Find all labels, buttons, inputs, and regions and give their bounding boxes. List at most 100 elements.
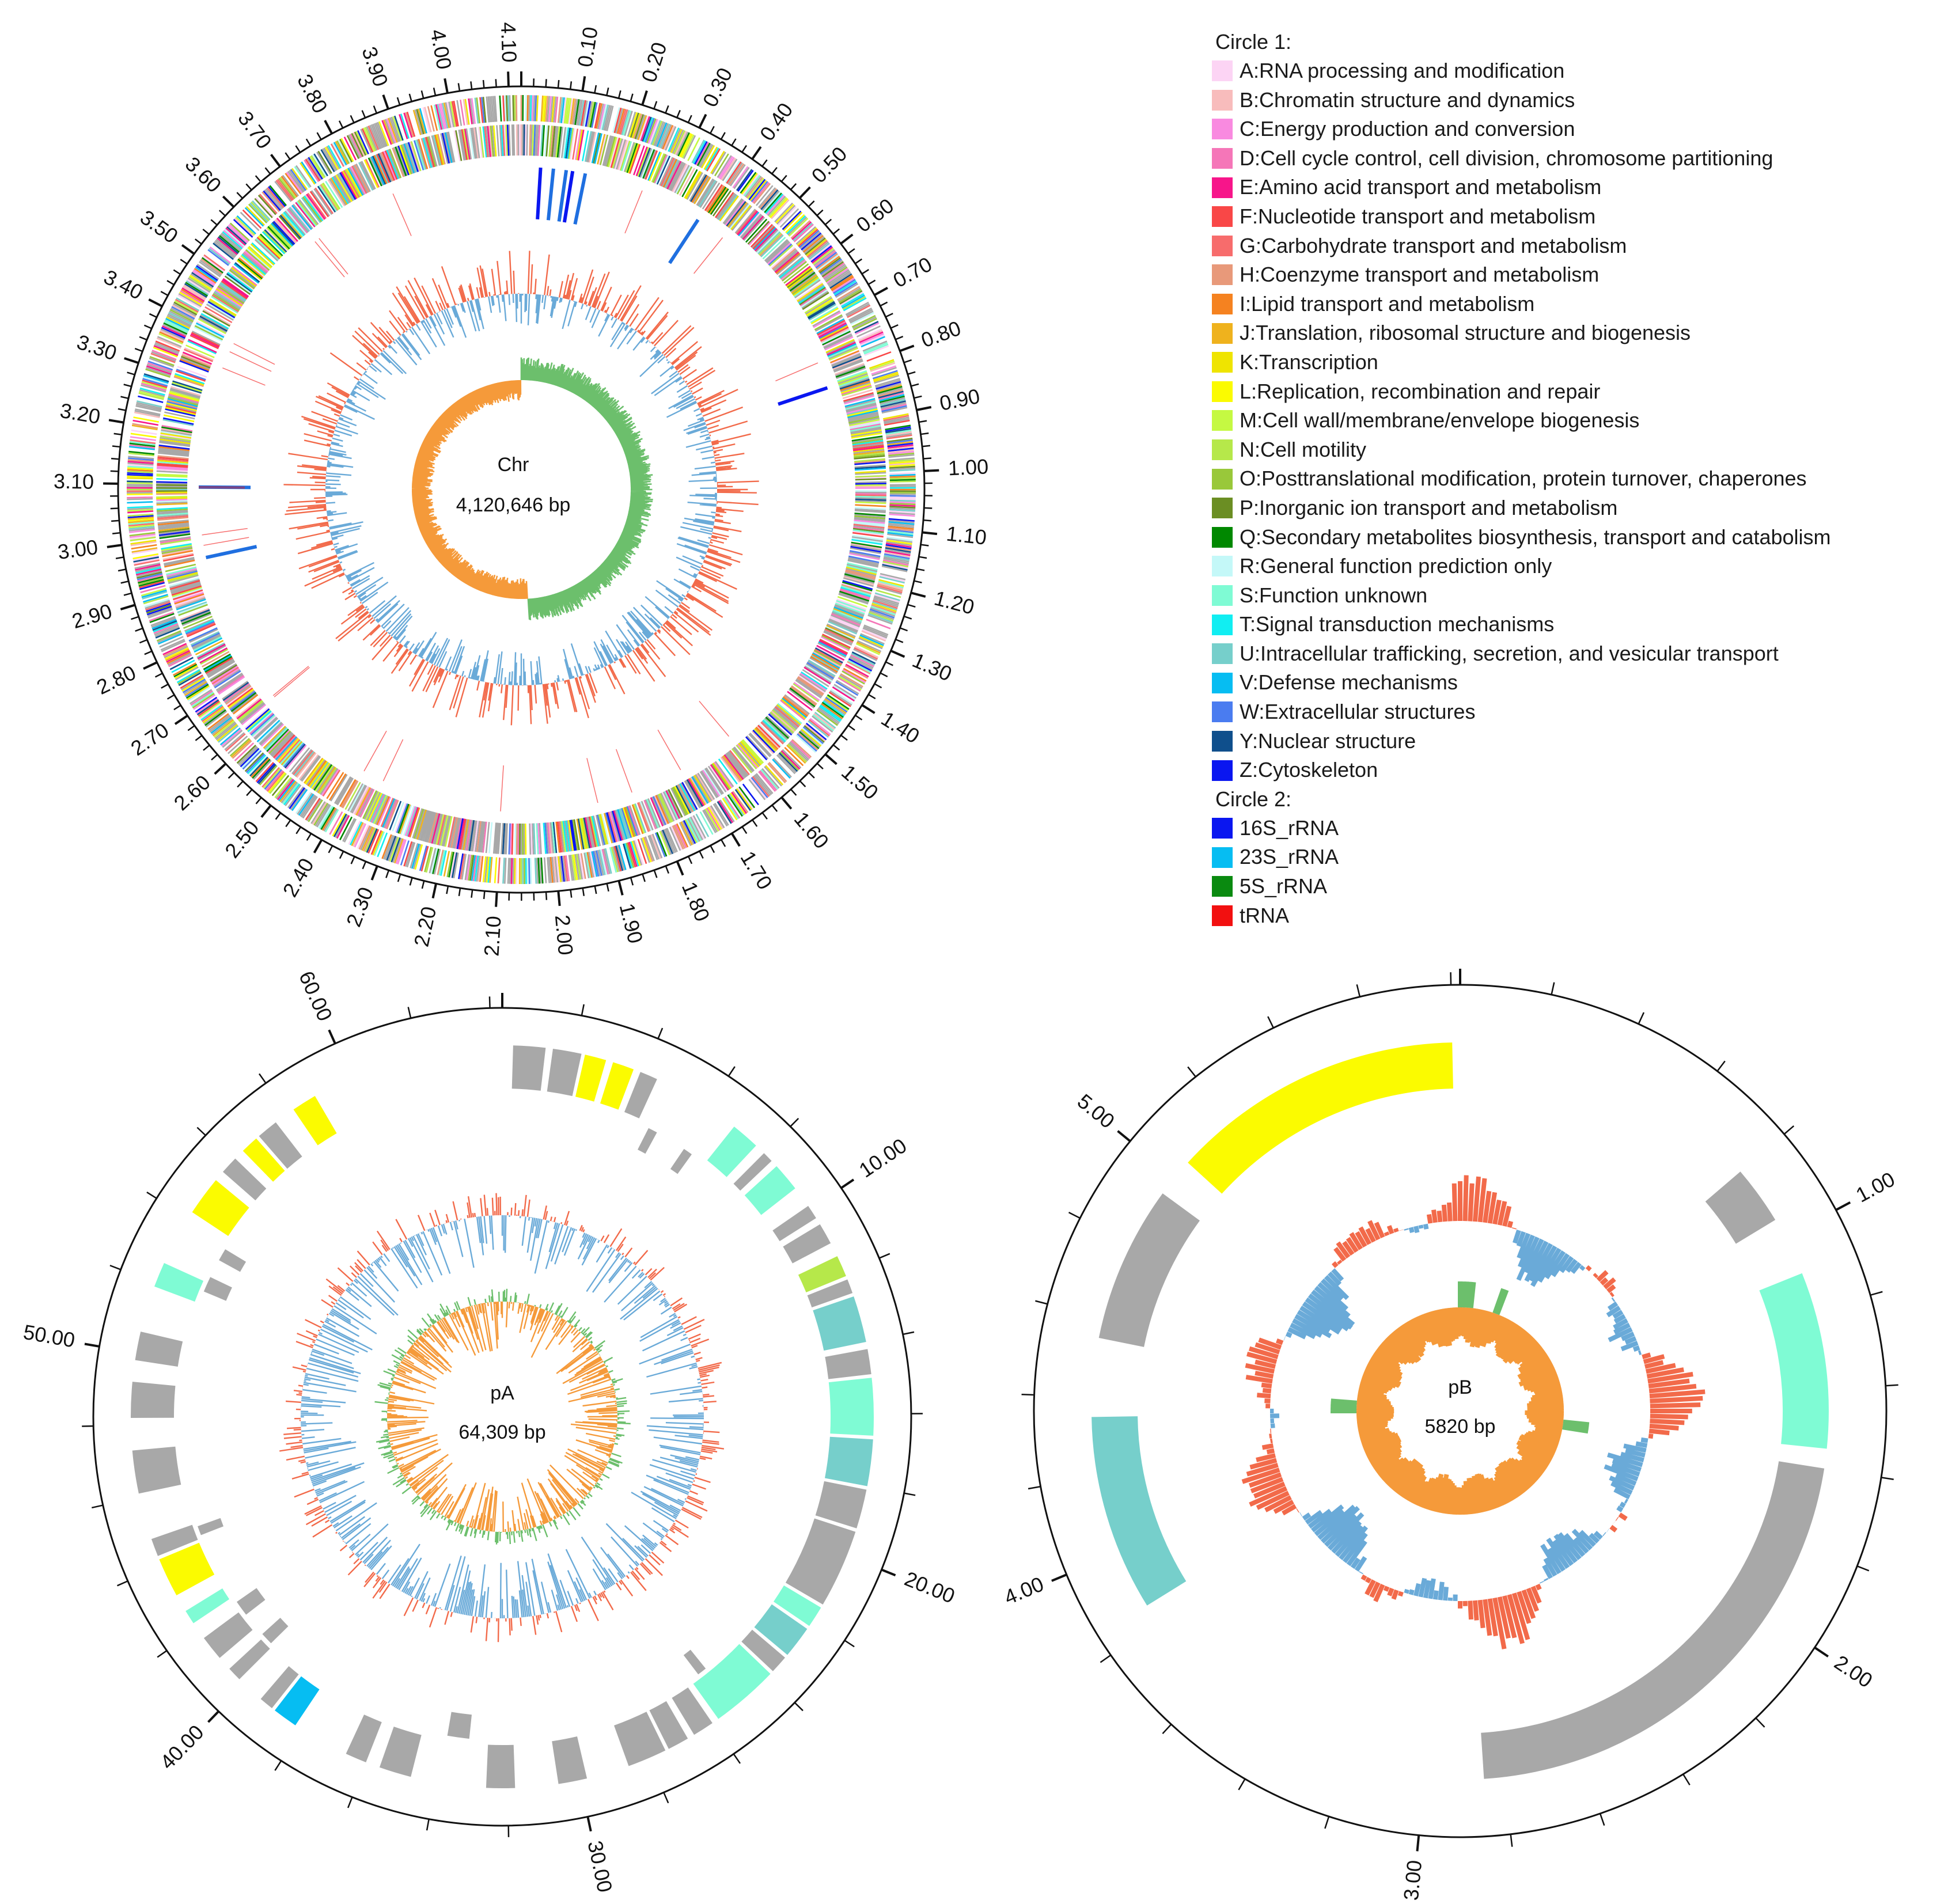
chr-scale-tick [457,83,461,92]
legend-cog-item: R:General function prediction only [1212,552,1938,581]
legend-cog-label: C:Energy production and conversion [1240,117,1575,141]
pb-scale-tick [1035,1300,1048,1305]
chr-scale-tick-label: 1.20 [932,586,977,619]
chr-scale-outer-ring [117,85,926,894]
pa-scale-tick [903,1331,915,1336]
chr-scale-tick-label: 2.40 [278,854,318,901]
chr-trna-marker [202,528,248,536]
pa-gene-forward [130,1382,176,1418]
chr-scale-tick [328,845,333,854]
chr-scale-tick-label: 0.40 [755,98,798,145]
chr-scale-tick [144,650,153,655]
chr-trna-marker [314,241,345,278]
chr-scale-tick-label: 1.90 [615,901,648,946]
chr-scale-tick [139,639,147,644]
chr-scale-tick [149,313,157,318]
chr-scale-tick [148,298,163,308]
chr-scale-tick [907,604,916,608]
legend-cog-label: V:Defense mechanisms [1240,670,1458,695]
chr-scale-tick [316,132,322,140]
chr-gc-skew-negative [411,380,528,600]
legend-cog-item: K:Transcription [1212,348,1938,377]
chr-scale-tick [385,870,390,878]
chr-scale-tick [382,94,389,109]
chr-scale-tick [569,81,573,90]
chr-scale-tick [824,218,832,226]
legend-cog-swatch [1212,730,1233,752]
legend-cog-swatch [1212,119,1233,140]
legend-cog-label: R:General function prediction only [1240,554,1552,578]
chr-scale-tick [350,115,355,123]
chr-scale-tick-label: 3.30 [74,330,120,365]
legend-cog-item: J:Translation, ribosomal structure and b… [1212,318,1938,348]
pa-scale-outer-ring [92,1007,912,1827]
legend-cog-swatch [1212,60,1233,82]
legend-cog-item: L:Replication, recombination and repair [1212,377,1938,407]
legend-cog-swatch [1212,410,1233,431]
legend-rna-item: 5S_rRNA [1212,872,1938,901]
pa-gene-forward [614,1712,666,1766]
chr-scale-tick [761,159,768,167]
pa-scale-tick [663,1792,669,1804]
chr-trna-marker [624,190,643,234]
legend-cog-swatch [1212,439,1233,461]
pa-gene-forward [486,1744,516,1788]
chr-scale-tick [914,580,922,583]
chr-scale-tick [916,405,932,411]
chr-cog-reverse-strand [167,127,886,840]
legend-cog-label: N:Cell motility [1240,437,1367,461]
chr-cog-forward-strand [127,95,914,879]
pa-gene-forward [242,1138,285,1182]
pa-scale-tick [657,1027,664,1040]
chr-scale-tick [916,568,925,571]
chr-trna-marker [272,666,309,696]
legend-cog-item: Q:Secondary metabolites biosynthesis, tr… [1212,523,1938,552]
pa-scale-tick [426,1819,430,1831]
chr-scale-tick [396,97,401,105]
pb-scale-tick [1885,1384,1898,1387]
chr-scale-tick [914,395,922,399]
chr-scale-tick [166,280,175,286]
pb-scale-tick [1238,1778,1246,1791]
chr-scale-tick [214,763,227,775]
chr-scale-tick [751,146,762,160]
legend-cog-label: W:Extracellular structures [1240,700,1476,724]
chr-scale-tick [832,744,840,751]
chr-scale-tick-label: 2.60 [169,770,215,815]
chr-cog-reverse-strand [157,126,886,855]
chr-scale-tick [808,200,815,207]
chr-scale-tick [867,279,876,285]
pa-scale-tick [878,1253,890,1259]
pa-gene-forward [203,1612,253,1658]
chr-cog-forward-strand [126,95,916,884]
chr-scale-tick-label: 2.70 [126,718,173,760]
chr-scale-tick [495,79,497,88]
legend-cog-label: P:Inorganic ion transport and metabolism [1240,495,1618,519]
pb-gene [1092,1416,1187,1606]
pa-size: 64,309 bp [458,1421,545,1443]
pa-scale-tick-label: 50.00 [21,1320,77,1352]
legend-cog-label: U:Intracellular trafficking, secretion, … [1240,641,1779,665]
legend-circle2-title: Circle 2: [1215,787,1292,811]
chr-scale-tick [275,812,282,820]
legend-cog-item: I:Lipid transport and metabolism [1212,290,1938,319]
legend-cog-swatch [1212,468,1233,490]
pb-scale-tick-label: 4.00 [1000,1572,1047,1609]
legend-cog-swatch [1212,177,1233,198]
pa-scale-tick [727,1066,736,1077]
pb-scale-tick [1510,1834,1513,1847]
chr-scale-tick [143,324,152,329]
legend-cog-label: Y:Nuclear structure [1240,729,1416,753]
chr-scale-tick-label: 3.90 [357,44,393,90]
chr-cog-forward-strand [127,95,916,884]
legend-cog-swatch [1212,556,1233,577]
chr-scale-tick [285,820,291,828]
chr-trna-marker [699,700,729,737]
chr-scale-tick [115,556,124,559]
chr-cog-forward-strand [127,97,916,881]
pa-scale-tick [733,1753,741,1764]
chr-cog-reverse-strand [166,124,881,855]
chr-cog-reverse-strand [157,139,886,855]
pa-scale-tick [790,1117,799,1127]
